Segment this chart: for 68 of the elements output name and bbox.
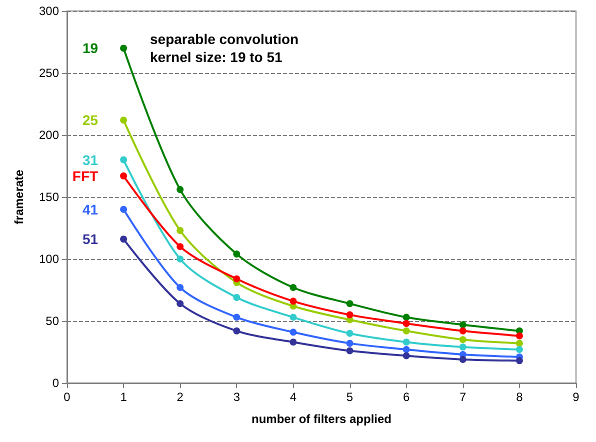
point [346,330,354,337]
point [402,314,410,321]
point [459,321,466,328]
point [290,284,297,292]
point [233,314,240,321]
point [459,344,466,351]
point [176,256,184,262]
x-axis-title: number of filters applied [251,412,392,426]
point [120,116,128,124]
point [290,328,297,336]
point [176,186,184,194]
series-label: FFT [72,168,99,184]
point [402,352,410,360]
point [402,327,410,334]
series-label: 25 [82,112,98,128]
point [233,294,240,301]
point [290,298,297,305]
point [459,356,466,363]
x-tick-label: 6 [402,390,410,404]
annotation: separable convolution kernel size: 19 to 51 [150,31,299,65]
y-tick-label: 250 [38,66,60,80]
point [402,338,410,346]
x-tick-label: 2 [176,390,184,404]
point [459,327,466,334]
y-tick-label: 50 [46,314,60,328]
x-tick-label: 8 [516,390,524,404]
x-tick-label: 3 [233,390,240,404]
x-tick-label: 9 [572,390,580,404]
point [516,357,523,364]
x-tick-label: 1 [120,390,128,404]
point [120,156,128,164]
point [346,347,354,354]
series-label: 51 [82,231,98,248]
y-tick-label: 300 [38,4,60,18]
point [176,226,184,234]
x-tick-label: 5 [346,390,354,404]
y-tick-label: 200 [38,128,60,142]
point [516,346,523,354]
y-tick-label: 100 [38,252,60,266]
point [516,332,523,340]
point [233,327,240,334]
series-label: 19 [82,40,98,56]
point [290,338,297,346]
point [120,236,128,243]
point [516,340,523,347]
y-tick-label: 0 [52,376,60,390]
x-tick-label: 4 [290,390,297,404]
x-tick-label: 0 [64,390,71,404]
point [176,243,184,250]
point [346,340,354,347]
point [120,172,128,180]
point [402,320,410,327]
point [459,336,466,344]
point [346,300,354,308]
point [233,275,240,282]
point [176,300,184,308]
point [346,311,354,318]
y-tick-label: 150 [38,190,60,204]
point [120,206,128,213]
y-axis-title: framerate [12,169,26,224]
point [290,314,297,321]
point [120,44,128,52]
point [176,284,184,292]
point [233,250,240,258]
series-label: 41 [82,201,98,218]
x-tick-label: 7 [460,390,467,404]
point [402,346,410,354]
series-label: 31 [82,152,98,168]
